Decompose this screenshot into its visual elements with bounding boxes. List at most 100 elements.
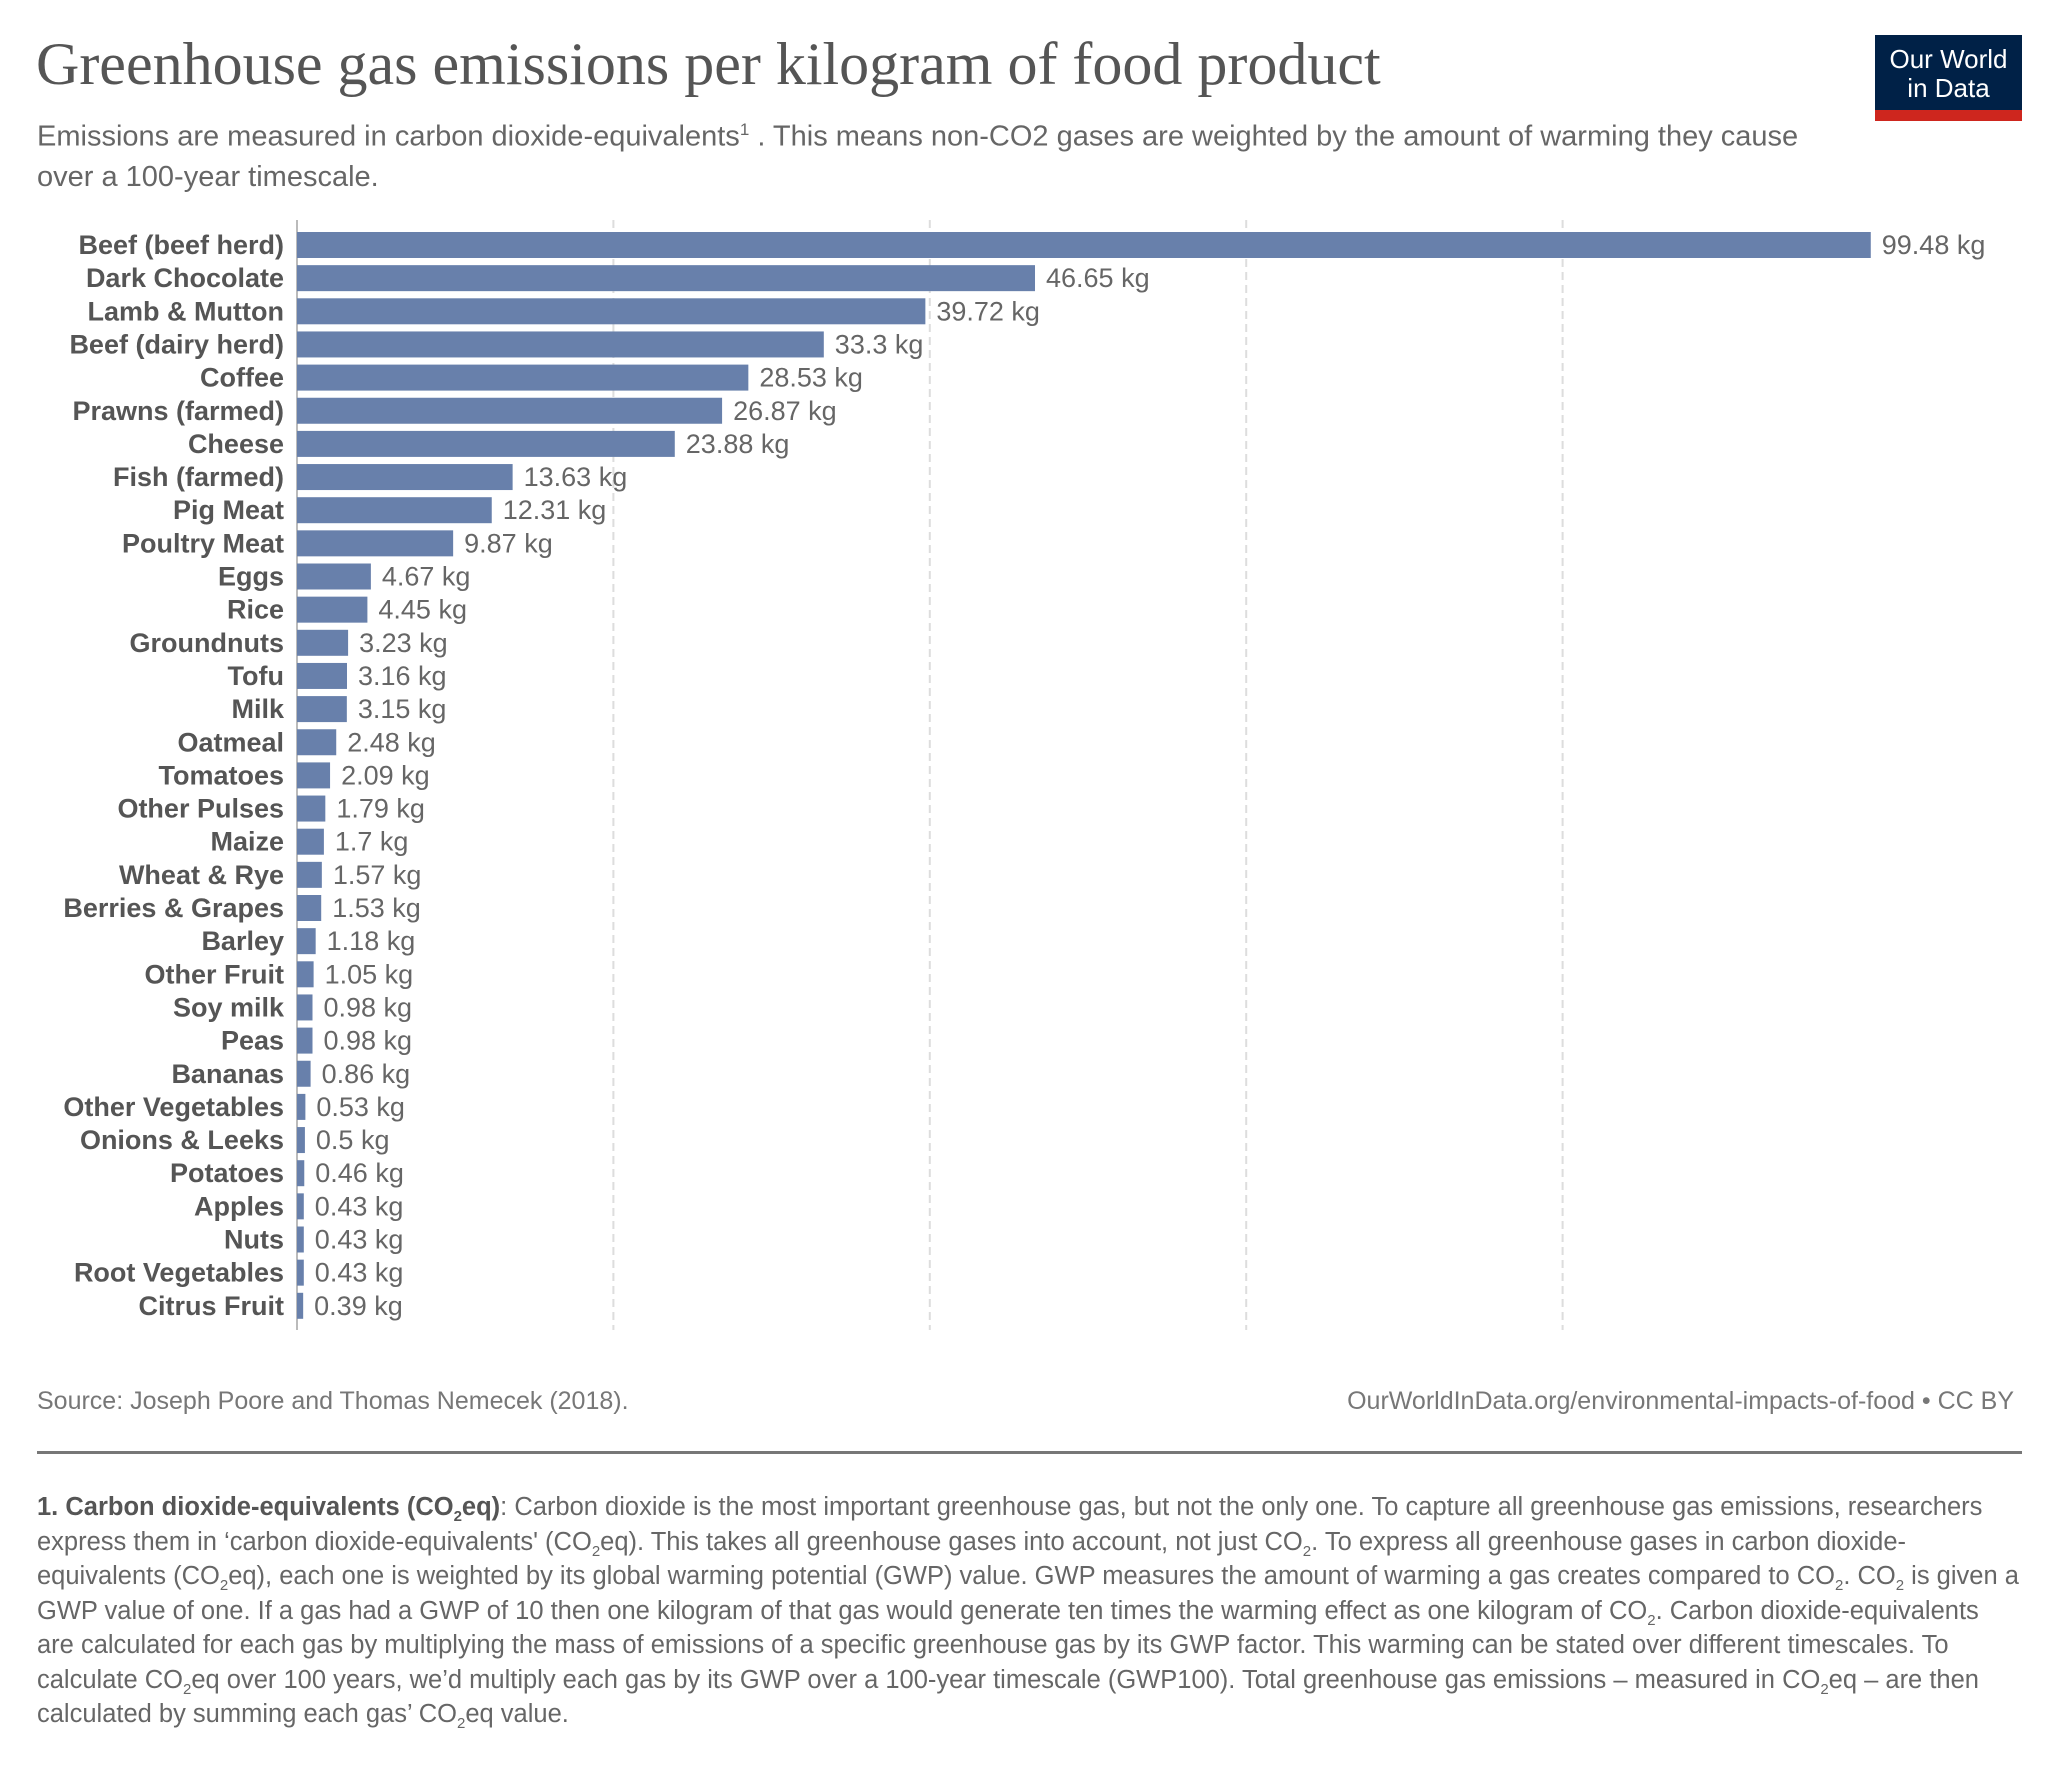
category-label: Prawns (farmed) — [72, 396, 284, 426]
value-label: 2.09 kg — [341, 760, 430, 790]
bar[interactable] — [297, 828, 324, 855]
bar[interactable] — [297, 430, 675, 457]
value-label: 46.65 kg — [1046, 263, 1150, 293]
bar[interactable] — [297, 629, 349, 656]
bar[interactable] — [297, 662, 347, 689]
category-label: Other Fruit — [145, 959, 285, 989]
bar[interactable] — [297, 364, 749, 391]
bar[interactable] — [297, 861, 322, 888]
footnote-text: 2 — [1834, 1577, 1844, 1595]
value-label: 0.46 kg — [315, 1158, 404, 1188]
category-label: Eggs — [218, 562, 284, 592]
bar[interactable] — [297, 1226, 304, 1253]
bar[interactable] — [297, 1127, 305, 1154]
bar[interactable] — [297, 928, 316, 955]
category-label: Berries & Grapes — [63, 893, 284, 923]
bar[interactable] — [297, 563, 371, 590]
value-label: 0.43 kg — [315, 1191, 404, 1221]
category-label: Onions & Leeks — [80, 1125, 284, 1155]
footnote-text: 2 — [1820, 1680, 1829, 1698]
footnote: 1. Carbon dioxide-equivalents (CO2eq): C… — [37, 1490, 2022, 1732]
bar[interactable] — [297, 464, 513, 491]
value-label: 0.53 kg — [316, 1092, 405, 1122]
category-label: Groundnuts — [130, 628, 284, 658]
footnote-text: 2 — [219, 1577, 229, 1595]
value-label: 13.63 kg — [524, 462, 628, 492]
bar[interactable] — [297, 232, 1871, 258]
value-label: 12.31 kg — [503, 495, 607, 525]
bar[interactable] — [297, 265, 1036, 292]
footnote-text: 2 — [1302, 1542, 1312, 1560]
category-label: Wheat & Rye — [119, 860, 284, 890]
footnote-text: eq). This takes all greenhouse gases int… — [600, 1527, 1303, 1556]
bar[interactable] — [297, 1193, 304, 1220]
category-label: Tofu — [228, 661, 284, 691]
value-label: 0.86 kg — [322, 1059, 411, 1089]
value-label: 0.98 kg — [324, 992, 413, 1022]
value-label: 0.43 kg — [315, 1225, 404, 1255]
category-label: Cheese — [188, 429, 284, 459]
value-label: 1.7 kg — [335, 827, 409, 857]
category-label: Soy milk — [173, 992, 285, 1022]
footnote-text: eq – are then calculated by summing each… — [37, 1665, 1979, 1729]
category-label: Apples — [194, 1191, 284, 1221]
category-label: Bananas — [171, 1059, 284, 1089]
bar[interactable] — [297, 1160, 305, 1187]
category-label: Oatmeal — [177, 727, 284, 757]
value-label: 99.48 kg — [1882, 230, 1986, 260]
category-label: Rice — [227, 595, 284, 625]
footnote-text: . CO — [1843, 1562, 1896, 1590]
value-label: 1.05 kg — [325, 959, 414, 989]
category-label: Other Vegetables — [63, 1092, 284, 1122]
category-label: Nuts — [224, 1225, 284, 1255]
bar[interactable] — [297, 298, 926, 325]
logo-line-2: in Data — [1907, 73, 1990, 103]
category-label: Maize — [210, 827, 284, 857]
value-label: 1.79 kg — [336, 794, 425, 824]
bar-chart: Beef (beef herd) 99.48 kg Dark Chocolate 46… — [63, 220, 1986, 1330]
category-label: Root Vegetables — [74, 1258, 284, 1288]
bar[interactable] — [297, 696, 347, 723]
footnote-text: eq value. — [465, 1700, 569, 1728]
bar[interactable] — [297, 530, 454, 557]
bar[interactable] — [297, 795, 326, 822]
bar[interactable] — [297, 397, 723, 424]
footnote-text: . To express all greenhouse gases in car… — [37, 1527, 1907, 1591]
footnote-text: eq over 100 years, we’d multiply each ga… — [191, 1665, 1821, 1694]
source-url-link[interactable]: OurWorldInData.org/environmental-impacts… — [1347, 1387, 2014, 1415]
category-label: Other Pulses — [117, 794, 284, 824]
logo-line-1: Our World — [1889, 44, 2008, 74]
value-label: 0.39 kg — [314, 1291, 403, 1321]
value-label: 2.48 kg — [347, 727, 436, 757]
bar[interactable] — [297, 762, 331, 789]
bar[interactable] — [297, 497, 492, 524]
value-label: 3.16 kg — [358, 661, 447, 691]
footer-divider — [37, 1451, 2022, 1454]
bar[interactable] — [297, 1060, 311, 1087]
category-label: Barley — [201, 926, 284, 956]
bar[interactable] — [297, 961, 314, 988]
footnote-text: : Carbon dioxide is the most important g… — [37, 1493, 1983, 1556]
value-label: 4.45 kg — [378, 595, 467, 625]
footnote-text: 2 — [457, 1715, 466, 1733]
category-label: Pig Meat — [173, 495, 284, 525]
value-label: 1.57 kg — [333, 860, 422, 890]
value-label: 0.98 kg — [324, 1026, 413, 1056]
bar[interactable] — [297, 994, 313, 1021]
bar[interactable] — [297, 729, 337, 756]
owid-logo[interactable]: Our World in Data — [1875, 35, 2022, 121]
footnote-text: 2 — [1647, 1611, 1656, 1629]
bar[interactable] — [297, 1292, 304, 1319]
category-label: Beef (dairy herd) — [69, 329, 284, 359]
category-label: Lamb & Mutton — [88, 296, 284, 326]
chart-subtitle: Emissions are measured in carbon dioxide… — [37, 110, 1857, 197]
bar[interactable] — [297, 895, 322, 921]
value-label: 9.87 kg — [464, 528, 553, 558]
bar[interactable] — [297, 596, 368, 623]
bar[interactable] — [297, 331, 824, 358]
category-label: Tomatoes — [158, 760, 284, 790]
footnote-ref[interactable]: 1 — [739, 120, 750, 139]
bar[interactable] — [297, 1027, 313, 1054]
bar[interactable] — [297, 1259, 304, 1286]
bar[interactable] — [297, 1093, 306, 1120]
